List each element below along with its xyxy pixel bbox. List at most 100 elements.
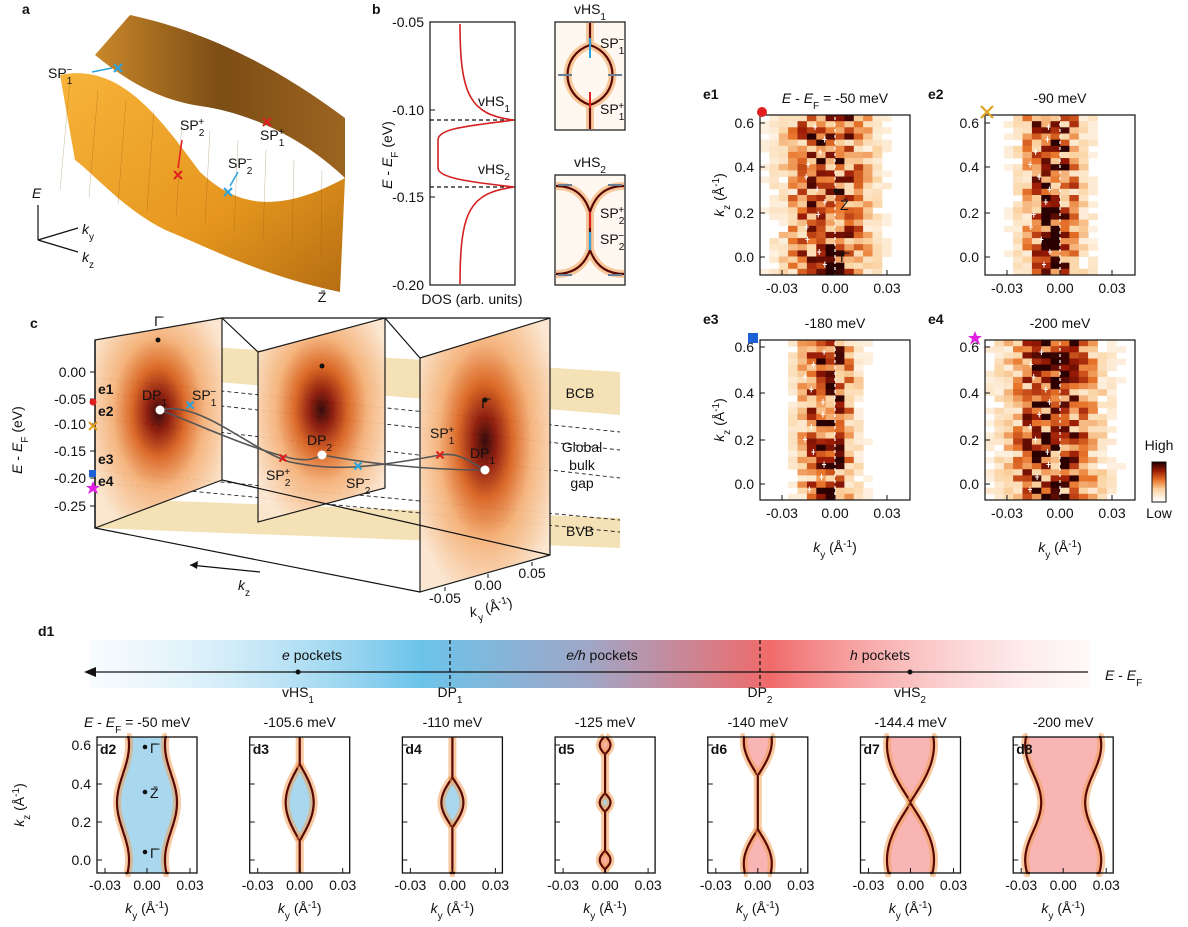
intensity-cell — [844, 164, 854, 171]
intensity-cell — [1069, 482, 1079, 489]
intensity-cell — [798, 389, 808, 396]
text-part: 1 — [67, 76, 73, 87]
intensity-cell — [873, 257, 883, 264]
intensity-cell — [807, 365, 817, 372]
intensity-cell — [769, 214, 779, 221]
text-part: (Å — [711, 411, 727, 430]
intensity-cell — [779, 146, 789, 153]
intensity-cell — [826, 432, 836, 439]
intensity-cell — [1051, 371, 1061, 378]
intensity-cell — [844, 134, 854, 141]
intensity-cell — [788, 115, 798, 122]
intensity-cell — [1013, 201, 1023, 208]
text-part: ) — [928, 900, 933, 916]
intensity-cell — [835, 420, 845, 427]
intensity-cell — [1088, 238, 1098, 245]
intensity-cell — [807, 377, 817, 384]
intensity-cell — [1004, 395, 1014, 402]
text-part: ) — [505, 594, 513, 611]
intensity-cell — [1060, 127, 1070, 134]
intensity-cell — [798, 445, 808, 452]
intensity-cell — [835, 214, 845, 221]
intensity-cell — [854, 121, 864, 128]
intensity-cell — [1098, 451, 1108, 458]
text-part: DP — [437, 684, 456, 700]
x-axis-label: ky (Å-1) — [278, 900, 322, 922]
intensity-cell — [779, 207, 789, 214]
intensity-cell — [985, 475, 995, 482]
intensity-cell — [835, 451, 845, 458]
intensity-cell — [854, 445, 864, 452]
panel-label: d4 — [405, 741, 422, 757]
text-part: 2 — [365, 486, 371, 497]
intensity-cell — [798, 127, 808, 134]
plot-frame — [430, 22, 515, 285]
y-tick-label: -0.20 — [54, 470, 86, 486]
intensity-cell — [1060, 189, 1070, 196]
intensity-cell — [1069, 371, 1079, 378]
intensity-cell — [788, 164, 798, 171]
text-part: SP — [430, 425, 449, 441]
intensity-cell — [1088, 371, 1098, 378]
intensity-cell — [1107, 340, 1117, 347]
intensity-cell — [798, 346, 808, 353]
text-part: (eV) — [9, 406, 25, 436]
intensity-cell — [1051, 257, 1061, 264]
intensity-cell — [863, 146, 873, 153]
x-tick-label: 0.00 — [897, 877, 924, 893]
intensity-cell — [1079, 226, 1089, 233]
intensity-cell — [854, 451, 864, 458]
intensity-cell — [1098, 371, 1108, 378]
intensity-cell — [1023, 389, 1033, 396]
intensity-cell — [1060, 475, 1070, 482]
x-tick-label: 0.03 — [873, 505, 900, 521]
panel-title: -90 meV — [1034, 90, 1088, 106]
intensity-cell — [1041, 146, 1051, 153]
intensity-cell — [854, 238, 864, 245]
intensity-cell — [1069, 127, 1079, 134]
intensity-cell — [1079, 402, 1089, 409]
intensity-cell — [1079, 189, 1089, 196]
intensity-cell — [816, 127, 826, 134]
intensity-cell — [1023, 340, 1033, 347]
text-part: - — [379, 167, 395, 179]
intensity-cell — [854, 183, 864, 190]
inset-title: vHS2 — [574, 154, 606, 176]
y-tick-label: 0.0 — [735, 476, 755, 492]
y-tick-label: 0.4 — [735, 159, 755, 175]
intensity-cell — [854, 134, 864, 141]
intensity-cell — [1051, 389, 1061, 396]
intensity-cell — [1023, 257, 1033, 264]
intensity-cell — [1079, 475, 1089, 482]
intensity-cell — [1041, 158, 1051, 165]
intensity-cell — [835, 432, 845, 439]
text-part: DP — [470, 445, 489, 461]
intensity-cell — [854, 257, 864, 264]
intensity-cell — [1004, 451, 1014, 458]
intensity-cell — [1032, 244, 1042, 251]
text-part: vHS — [574, 1, 600, 17]
dos-curve — [438, 24, 514, 284]
intensity-cell — [863, 340, 873, 347]
intensity-cell — [994, 451, 1004, 458]
intensity-cell — [816, 365, 826, 372]
intensity-cell — [1051, 439, 1061, 446]
intensity-cell — [835, 371, 845, 378]
intensity-cell — [835, 426, 845, 433]
annotation: SP2− — [228, 155, 253, 177]
intensity-cell — [1051, 232, 1061, 239]
intensity-cell — [1023, 177, 1033, 184]
intensity-cell — [769, 250, 779, 257]
intensity-cell — [1032, 183, 1042, 190]
intensity-cell — [1069, 346, 1079, 353]
intensity-cell — [788, 359, 798, 366]
y-tick-label: 0.4 — [735, 385, 755, 401]
intensity-cell — [1098, 402, 1108, 409]
intensity-cell — [1069, 426, 1079, 433]
intensity-cell — [807, 457, 817, 464]
intensity-cell — [1079, 371, 1089, 378]
intensity-cell — [1004, 383, 1014, 390]
intensity-cell — [1060, 395, 1070, 402]
intensity-cell — [788, 201, 798, 208]
intensity-cell — [1023, 395, 1033, 402]
